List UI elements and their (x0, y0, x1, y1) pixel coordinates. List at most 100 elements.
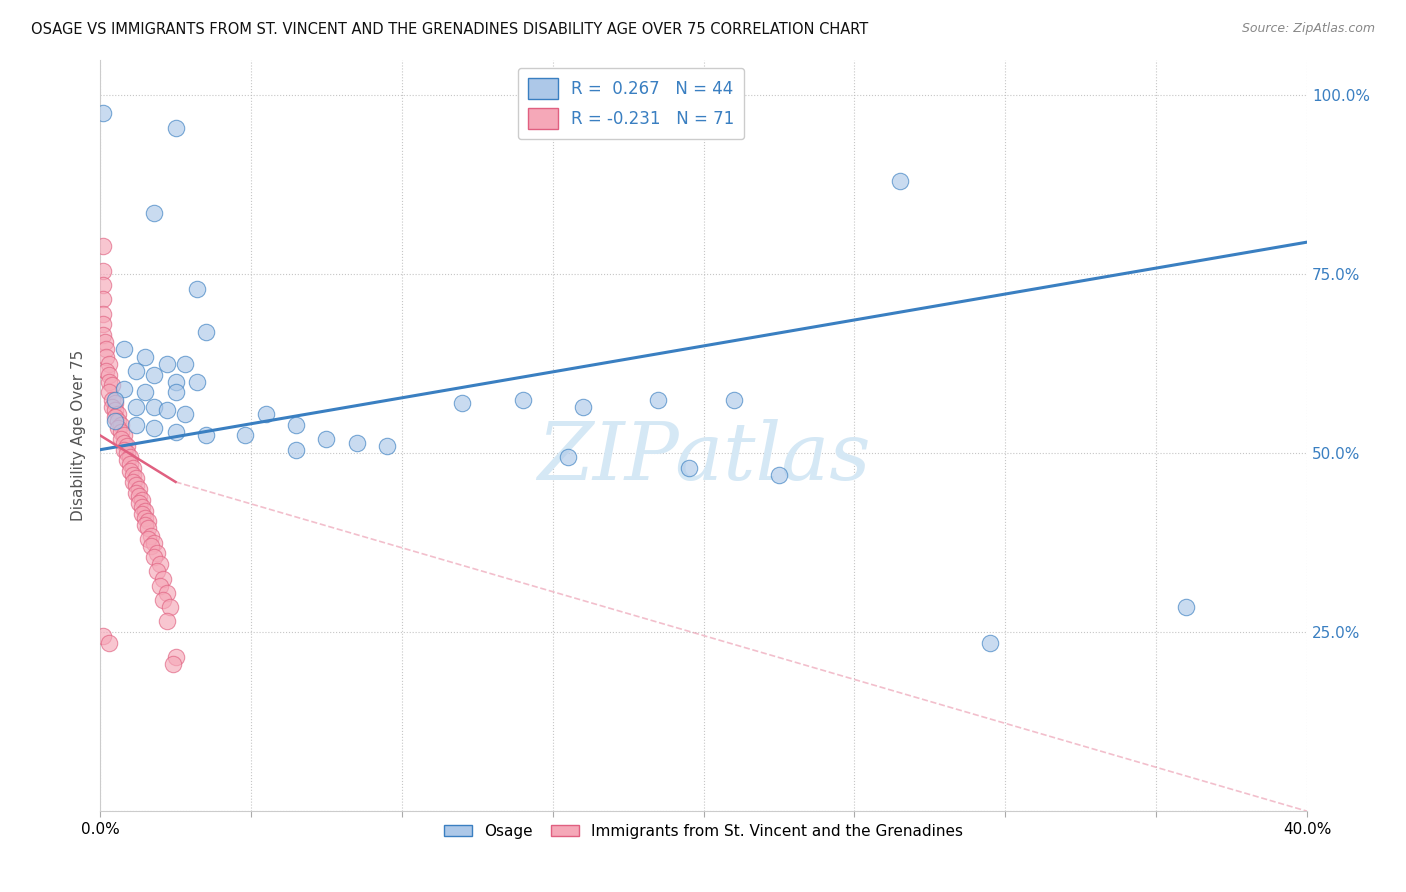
Point (93, 335, 115, 350)
Point (112, 343, 135, 357)
Point (101, 378, 124, 392)
Point (112, 382, 135, 396)
Point (125, 478, 148, 492)
Point (101, 392, 124, 407)
Point (233, 428, 256, 442)
Point (117, 439, 139, 453)
Point (143, 400, 166, 414)
Point (101, 400, 124, 414)
Point (149, 558, 172, 572)
Point (346, 435, 368, 450)
Legend: Osage, Immigrants from St. Vincent and the Grenadines: Osage, Immigrants from St. Vincent and t… (439, 818, 969, 845)
Point (285, 442, 308, 457)
Point (143, 206, 166, 220)
Point (285, 417, 308, 432)
Point (138, 532, 160, 546)
Point (110, 417, 132, 432)
Point (96, 364, 118, 378)
Point (143, 550, 166, 565)
Point (104, 396, 127, 410)
Point (112, 428, 135, 442)
Point (149, 579, 172, 593)
Point (134, 510, 156, 524)
Point (173, 357, 195, 371)
Point (131, 500, 153, 514)
Point (155, 403, 177, 417)
Point (104, 403, 127, 417)
Point (143, 535, 166, 549)
Point (110, 432, 132, 446)
Point (146, 565, 169, 579)
Point (96, 350, 118, 364)
Point (165, 375, 187, 389)
Point (451, 396, 474, 410)
Point (104, 410, 127, 425)
Text: ZIPatlas: ZIPatlas (537, 419, 870, 497)
Point (186, 282, 208, 296)
Point (104, 414, 127, 428)
Point (112, 435, 135, 450)
Point (1175, 600, 1198, 615)
Point (107, 407, 129, 421)
Point (104, 392, 127, 407)
Point (117, 446, 139, 460)
Point (134, 350, 156, 364)
Point (155, 615, 177, 629)
Point (98, 636, 121, 650)
Point (91, 307, 114, 321)
Point (165, 425, 187, 439)
Point (91, 238, 114, 252)
Point (143, 368, 166, 382)
Point (768, 467, 790, 482)
Point (122, 475, 145, 489)
Point (557, 450, 579, 464)
Point (91, 293, 114, 307)
Point (143, 421, 166, 435)
Point (979, 636, 1001, 650)
Point (159, 600, 181, 615)
Point (98, 368, 121, 382)
Point (120, 457, 142, 471)
Point (112, 442, 135, 457)
Point (91, 278, 114, 293)
Point (146, 547, 169, 561)
Point (138, 514, 160, 528)
Point (96, 343, 118, 357)
Y-axis label: Disability Age Over 75: Disability Age Over 75 (72, 350, 86, 521)
Point (125, 485, 148, 500)
Point (91, 106, 114, 120)
Point (91, 629, 114, 643)
Point (122, 460, 145, 475)
Point (128, 482, 150, 496)
Point (91, 318, 114, 332)
Point (572, 400, 595, 414)
Point (723, 392, 745, 407)
Text: Source: ZipAtlas.com: Source: ZipAtlas.com (1241, 22, 1375, 36)
Point (165, 650, 187, 665)
Point (98, 357, 121, 371)
Text: OSAGE VS IMMIGRANTS FROM ST. VINCENT AND THE GRENADINES DISABILITY AGE OVER 75 C: OSAGE VS IMMIGRANTS FROM ST. VINCENT AND… (31, 22, 868, 37)
Point (122, 467, 145, 482)
Point (98, 385, 121, 400)
Point (107, 421, 129, 435)
Point (315, 432, 337, 446)
Point (889, 174, 911, 188)
Point (152, 593, 174, 607)
Point (162, 657, 184, 672)
Point (165, 385, 187, 400)
Point (678, 460, 700, 475)
Point (647, 392, 669, 407)
Point (110, 425, 132, 439)
Point (120, 450, 142, 464)
Point (155, 586, 177, 600)
Point (128, 489, 150, 503)
Point (107, 414, 129, 428)
Point (125, 400, 148, 414)
Point (134, 517, 156, 532)
Point (91, 328, 114, 343)
Point (155, 357, 177, 371)
Point (375, 439, 398, 453)
Point (125, 364, 148, 378)
Point (128, 496, 150, 510)
Point (98, 375, 121, 389)
